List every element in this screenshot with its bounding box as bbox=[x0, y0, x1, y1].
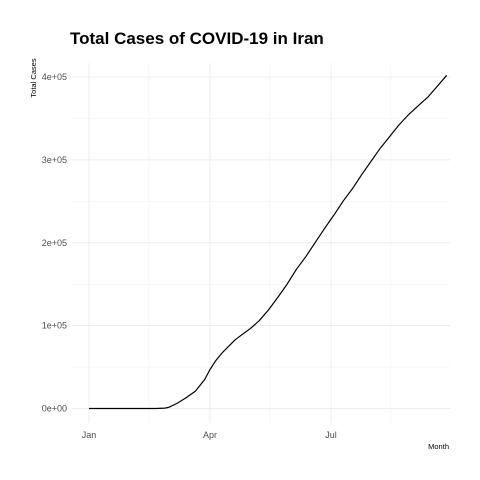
x-tick-label: Jul bbox=[325, 430, 337, 440]
grid bbox=[72, 63, 450, 423]
series-layer bbox=[89, 74, 448, 410]
y-tick-label: 1e+05 bbox=[42, 321, 67, 331]
series-line bbox=[89, 74, 448, 410]
x-tick-label: Apr bbox=[203, 430, 217, 440]
y-tick-label: 4e+05 bbox=[42, 72, 67, 82]
x-axis: Jan Apr Jul bbox=[82, 430, 337, 440]
chart-title: Total Cases of COVID-19 in Iran bbox=[70, 29, 324, 48]
y-axis: 0e+00 1e+05 2e+05 3e+05 4e+05 bbox=[42, 72, 67, 414]
y-tick-label: 2e+05 bbox=[42, 238, 67, 248]
x-axis-label: Month bbox=[428, 442, 449, 451]
y-axis-label: Total Cases bbox=[29, 58, 38, 97]
x-tick-label: Jan bbox=[82, 430, 97, 440]
y-tick-label: 0e+00 bbox=[42, 404, 67, 414]
y-tick-label: 3e+05 bbox=[42, 155, 67, 165]
